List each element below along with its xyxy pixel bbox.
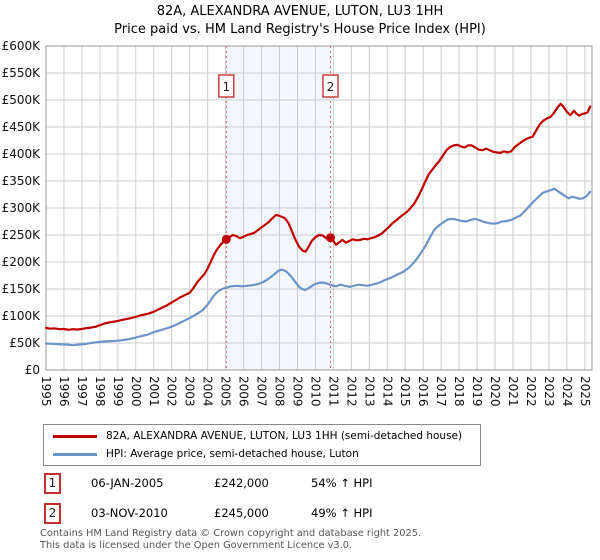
transaction-1-marker-badge[interactable]: 1 <box>44 473 61 494</box>
y-axis-label: £400K <box>2 147 42 161</box>
price-history-chart: 1 2 £0 £50K £100K £150K £200K £250K £300K £350K £4… <box>2 39 593 407</box>
x-axis-label: 2006 <box>237 376 251 407</box>
transaction-2-price: £245,000 <box>214 506 269 520</box>
hpi-line-swatch <box>53 452 97 456</box>
x-axis-label: 2017 <box>434 376 448 407</box>
page-subtitle: Price paid vs. HM Land Registry's House … <box>114 22 486 37</box>
sale-2-marker-box[interactable] <box>322 74 339 98</box>
x-axis-label: 1997 <box>75 376 89 407</box>
x-axis-label: 1995 <box>39 376 53 407</box>
y-axis-label: £50K <box>9 336 41 350</box>
sale-1-dot[interactable] <box>221 234 231 244</box>
x-axis-label: 2023 <box>542 376 556 407</box>
transaction-1-hpi-delta: 54% ↑ HPI <box>311 476 373 490</box>
y-axis-label: £200K <box>2 255 42 269</box>
x-axis-label: 2012 <box>344 376 358 407</box>
x-axis-label: 2018 <box>452 376 466 407</box>
price-line-swatch <box>53 434 97 438</box>
transaction-1-price: £242,000 <box>214 476 269 490</box>
x-axis-label: 2008 <box>272 376 286 407</box>
x-axis-label: 2020 <box>488 376 502 407</box>
x-axis-label: 2003 <box>183 376 197 407</box>
y-axis-label: £0 <box>25 363 40 377</box>
y-axis-label: £350K <box>2 174 42 188</box>
footer-line-1: Contains HM Land Registry data © Crown c… <box>40 528 422 539</box>
transaction-2-date: 03-NOV-2010 <box>91 506 168 520</box>
transaction-row-1: 1 06-JAN-2005 £242,000 54% ↑ HPI <box>0 472 600 496</box>
y-axis-label: £550K <box>2 66 42 80</box>
x-axis-label: 2014 <box>380 376 394 407</box>
x-axis-label: 2000 <box>129 376 143 407</box>
x-axis-label: 2021 <box>506 376 520 407</box>
chart-legend: 82A, ALEXANDRA AVENUE, LUTON, LU3 1HH (s… <box>43 424 481 466</box>
transaction-2-marker-badge[interactable]: 2 <box>44 503 61 524</box>
x-axis-label: 2019 <box>470 376 484 407</box>
page-title: 82A, ALEXANDRA AVENUE, LUTON, LU3 1HH <box>156 4 444 19</box>
x-axis-label: 2001 <box>147 376 161 407</box>
x-axis-label: 2005 <box>219 376 233 407</box>
transaction-row-2: 2 03-NOV-2010 £245,000 49% ↑ HPI <box>0 502 600 526</box>
x-axis-label: 1998 <box>93 376 107 407</box>
transaction-2-hpi-delta: 49% ↑ HPI <box>311 506 373 520</box>
x-axis-label: 2007 <box>255 376 269 407</box>
hpi-line <box>44 187 592 347</box>
sale-2-marker-label: 2 <box>327 80 335 94</box>
x-axis-label: 2016 <box>416 376 430 407</box>
x-axis-label: 2025 <box>578 376 592 407</box>
footer-line-2: This data is licensed under the Open Gov… <box>40 539 353 551</box>
y-axis-label: £100K <box>2 309 42 323</box>
sale-1-marker-box[interactable] <box>218 74 235 98</box>
x-axis-label: 1999 <box>111 376 125 407</box>
x-axis-label: 2002 <box>165 376 179 407</box>
transaction-1-date: 06-JAN-2005 <box>91 476 164 490</box>
y-axis-label: £600K <box>2 39 42 53</box>
y-axis-label: £150K <box>2 282 42 296</box>
x-axis-label: 2010 <box>308 376 322 407</box>
y-axis-label: £500K <box>2 93 42 107</box>
license-footer: Contains HM Land Registry data © Crown c… <box>40 528 600 551</box>
x-axis-label: 2015 <box>398 376 412 407</box>
x-axis-label: 1996 <box>57 376 71 407</box>
x-axis-label: 2011 <box>326 376 340 407</box>
legend-label: HPI: Average price, semi-detached house,… <box>106 448 359 460</box>
y-axis-label: £450K <box>2 120 42 134</box>
sale-2-dot[interactable] <box>325 233 335 243</box>
x-axis-label: 2024 <box>560 376 574 407</box>
legend-item-price-paid: 82A, ALEXANDRA AVENUE, LUTON, LU3 1HH (s… <box>44 429 480 444</box>
x-axis-label: 2013 <box>362 376 376 407</box>
sale-1-marker-label: 1 <box>223 80 231 94</box>
y-axis-label: £250K <box>2 228 42 242</box>
legend-label: 82A, ALEXANDRA AVENUE, LUTON, LU3 1HH (s… <box>106 430 463 442</box>
legend-item-hpi: HPI: Average price, semi-detached house,… <box>44 447 480 462</box>
x-axis-label: 2022 <box>524 376 538 407</box>
plot-border <box>45 45 593 371</box>
x-axis-label: 2009 <box>290 376 304 407</box>
x-axis-label: 2004 <box>201 376 215 407</box>
y-axis-label: £300K <box>2 201 42 215</box>
